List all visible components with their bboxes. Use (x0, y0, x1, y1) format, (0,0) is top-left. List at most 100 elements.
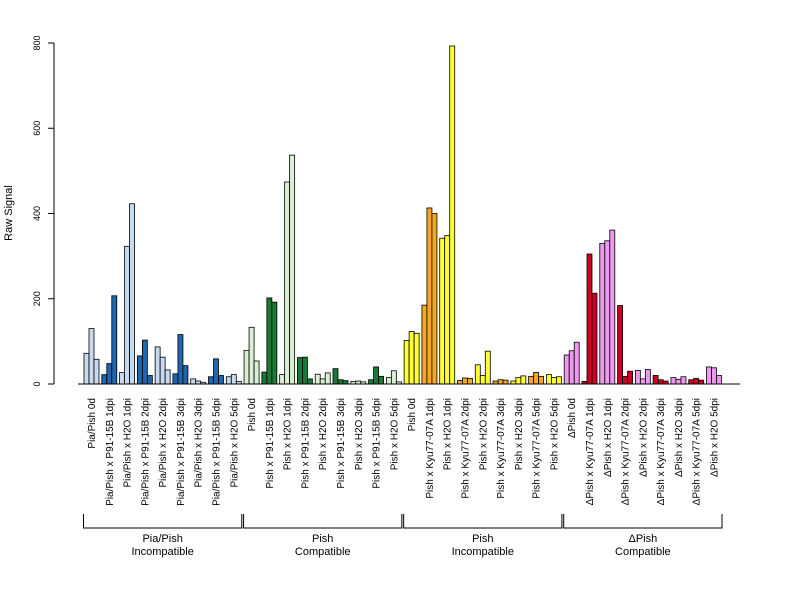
category-label: ΔPish x Kyu77-07A 2dpi (621, 398, 632, 505)
bar (302, 356, 308, 385)
group-label: Pish (312, 533, 333, 545)
bar (670, 377, 677, 385)
category-label: Pish x Kyu77-07A 1dpi (425, 398, 436, 499)
bar (342, 380, 349, 385)
bar (253, 360, 260, 385)
category-label: Pish x Kyu77-07A 2dpi (461, 398, 472, 499)
bar (439, 237, 446, 385)
bar (319, 378, 326, 385)
category-label: Pish x P91-15B 1dpi (265, 398, 276, 489)
category-label: Pish x H2O 5dpi (549, 398, 560, 470)
bar (546, 374, 552, 385)
bar (551, 377, 557, 385)
bar (136, 355, 143, 385)
bar (213, 358, 219, 385)
category-label: Pish x P91-15B 5dpi (372, 398, 383, 489)
group-sublabel: Compatible (295, 546, 351, 558)
group-bracket (563, 514, 723, 529)
bar (644, 369, 651, 385)
bar (248, 326, 255, 385)
group-bracket (403, 514, 563, 529)
category-label: Pia/Pish x H2O 2dpi (158, 398, 169, 488)
group-label: Pia/Pish (142, 533, 182, 545)
bar (457, 380, 463, 385)
bar (604, 240, 611, 385)
bar (599, 242, 606, 385)
bar (591, 292, 598, 385)
bar (129, 203, 135, 385)
bar (332, 368, 339, 385)
bar (88, 328, 95, 385)
category-label: Pish x Kyu77-07A 3dpi (496, 398, 507, 499)
category-label: ΔPish x Kyu77-07A 3dpi (656, 398, 667, 505)
bar (403, 340, 410, 385)
bar (573, 341, 580, 385)
category-label: Pia/Pish x H2O 1dpi (123, 398, 134, 488)
bar (307, 378, 313, 385)
category-label: Pish x H2O 1dpi (283, 398, 294, 470)
category-label: Pia/Pish x H2O 5dpi (229, 398, 240, 488)
y-axis: 0 200 400 600 800 (32, 35, 55, 387)
category-label: Pish x P91-15B 3dpi (336, 398, 347, 489)
bar (502, 379, 509, 385)
category-label: Pish x P91-15B 2dpi (300, 398, 311, 489)
category-label: Pia/Pish x P91-15B 3dpi (176, 398, 187, 506)
group-sublabel: Incompatible (131, 546, 193, 558)
bar (533, 372, 540, 385)
bar (266, 297, 273, 385)
bar (106, 363, 113, 385)
bar (568, 350, 575, 385)
category-label: Pish x Kyu77-07A 5dpi (532, 398, 543, 499)
bar (261, 371, 268, 385)
y-axis-label: Raw Signal (3, 185, 15, 241)
bar (289, 154, 296, 385)
bar (484, 350, 491, 385)
bar (385, 377, 392, 385)
bar (182, 365, 189, 385)
bar (698, 379, 705, 385)
category-label: Pia/Pish x P91-15B 1dpi (105, 398, 116, 506)
bar (324, 372, 331, 385)
group-brackets: Pia/PishIncompatiblePishCompatiblePishIn… (83, 514, 723, 558)
bar (449, 45, 456, 385)
bar (83, 352, 90, 385)
bar (639, 378, 646, 385)
bar (657, 379, 664, 385)
bar (208, 376, 214, 385)
bar (474, 364, 481, 385)
category-label: Pish x H2O 3dpi (514, 398, 525, 470)
bar (622, 375, 628, 385)
bar (243, 349, 250, 385)
bar (141, 339, 148, 385)
group-label: ΔPish (628, 533, 657, 545)
bar (652, 375, 659, 385)
group-label: Pish (472, 533, 493, 545)
bar (706, 366, 712, 385)
bar (230, 374, 237, 385)
category-label: Pish 0d (407, 398, 418, 431)
bar (563, 354, 570, 385)
bar (101, 374, 108, 385)
category-label: ΔPish 0d (567, 398, 578, 438)
bar (467, 378, 473, 385)
bar (172, 373, 179, 385)
bar (390, 370, 397, 385)
bar (556, 376, 562, 385)
bar (711, 367, 717, 385)
bar (297, 357, 303, 385)
bar (609, 229, 616, 385)
category-label: Pia/Pish x P91-15B 5dpi (212, 398, 223, 506)
bar (444, 235, 451, 385)
bar (378, 375, 384, 385)
bar (279, 374, 286, 385)
bar (538, 375, 545, 385)
y-tick-label: 600 (32, 121, 42, 136)
bar (225, 376, 232, 385)
bar (675, 378, 682, 385)
category-label: ΔPish x H2O 2dpi (638, 398, 649, 477)
category-labels: Pia/Pish 0d Pia/Pish x P91-15B 1dpi Pia/Pi… (87, 398, 721, 506)
bar (284, 181, 291, 385)
category-label: Pish x H2O 3dpi (354, 398, 365, 470)
bar (164, 369, 171, 385)
